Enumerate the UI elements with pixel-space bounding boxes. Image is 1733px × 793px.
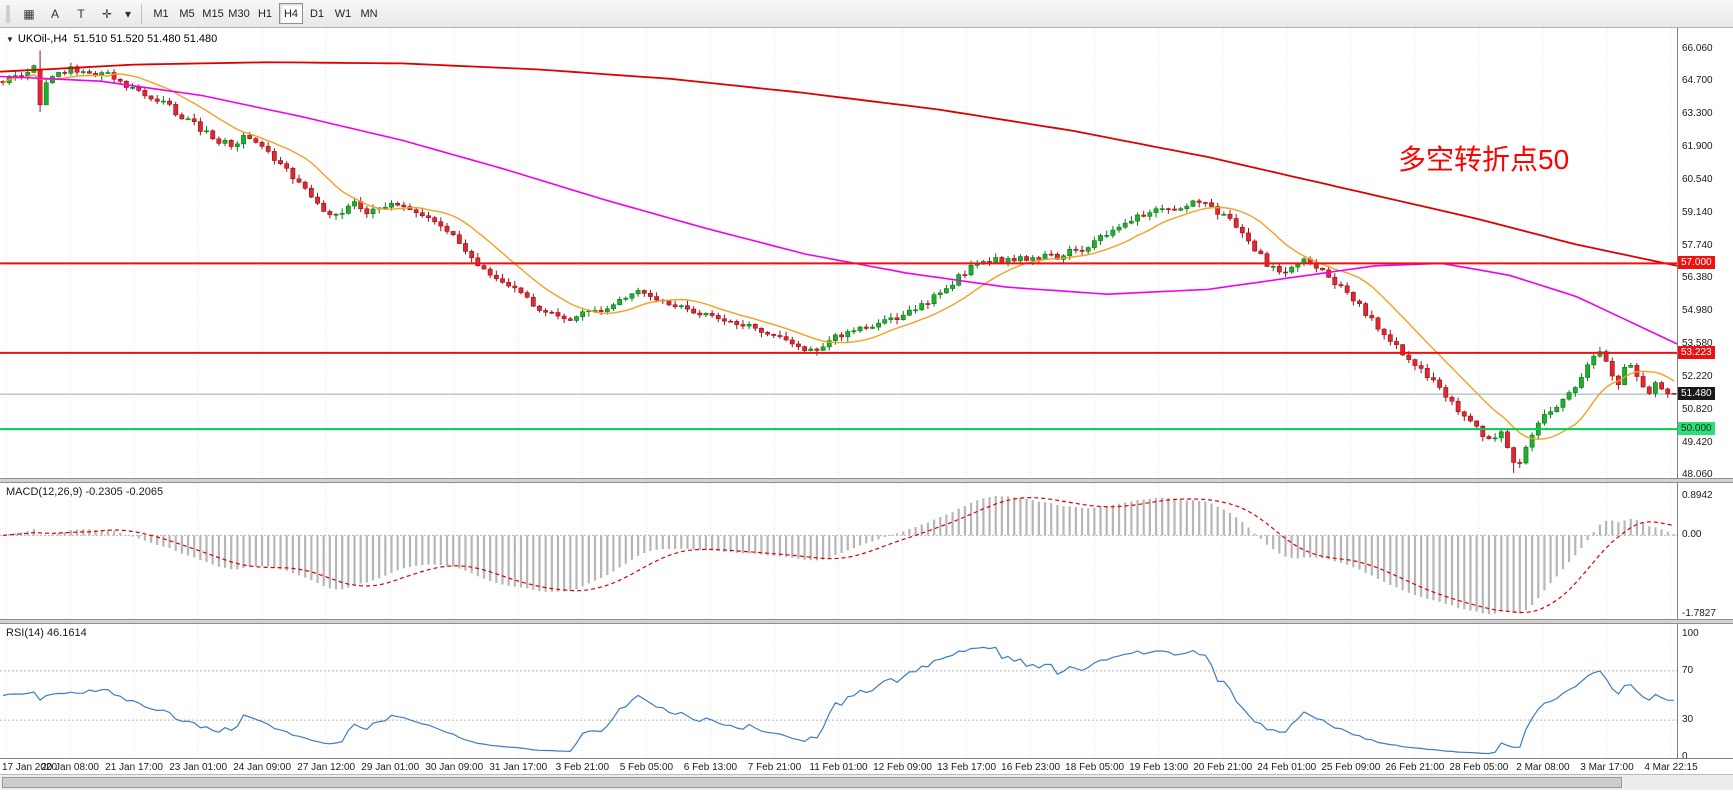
time-axis-label: 2 Mar 08:00	[1516, 762, 1570, 773]
price-axis-label: 60.540	[1682, 173, 1713, 185]
time-axis-label: 3 Feb 21:00	[555, 762, 610, 773]
text-tool-icon[interactable]: T	[77, 6, 85, 21]
timeframe-button-d1[interactable]: D1	[309, 7, 325, 20]
time-axis-label: 4 Mar 22:15	[1644, 762, 1698, 773]
price-axis-label: 63.300	[1682, 108, 1713, 120]
price-axis-label: 64.700	[1682, 75, 1713, 87]
macd-chart[interactable]	[0, 483, 1677, 619]
price-line-tag: 51.480	[1678, 387, 1715, 401]
timeframe-button-m15[interactable]: M15	[202, 7, 224, 20]
scrollbar-thumb[interactable]	[2, 777, 1622, 788]
time-axis-label: 16 Feb 23:00	[1001, 762, 1061, 773]
crosshair-tool-icon[interactable]: ✛	[101, 6, 113, 21]
chart-grid-icon[interactable]: ▦	[23, 6, 35, 21]
rsi-chart[interactable]	[0, 624, 1677, 758]
time-axis-label: 13 Feb 17:00	[937, 762, 997, 773]
price-axis-label: 66.060	[1682, 43, 1713, 54]
time-axis-label: 17 Jan 2020	[2, 762, 58, 773]
price-axis-label: 59.140	[1682, 206, 1713, 218]
macd-label: MACD(12,26,9) -0.2305 -0.2065	[6, 486, 164, 498]
rsi-axis-label: 30	[1682, 714, 1694, 726]
time-axis-label: 29 Jan 01:00	[361, 762, 420, 773]
price-axis-label: 54.980	[1682, 305, 1713, 317]
time-axis-label: 7 Feb 21:00	[747, 762, 802, 773]
timeframe-button-group: M1 M5 M15 M30 H1 H4 D1 W1 MN	[148, 3, 382, 24]
price-axis-label: 57.740	[1682, 239, 1713, 251]
timeframe-button-m1[interactable]: M1	[153, 7, 169, 20]
price-axis-label: 52.220	[1682, 370, 1713, 382]
time-axis-label: 26 Feb 21:00	[1385, 762, 1445, 773]
price-axis-label: 49.420	[1682, 436, 1713, 448]
timeframe-button-h1[interactable]: H1	[257, 7, 273, 20]
time-axis-label: 19 Feb 13:00	[1129, 762, 1189, 773]
cursor-dropdown-caret-icon[interactable]: ▾	[124, 6, 132, 21]
timeframe-button-w1[interactable]: W1	[334, 7, 352, 20]
time-axis-label: 6 Feb 13:00	[683, 762, 738, 773]
time-axis-label: 24 Feb 01:00	[1257, 762, 1317, 773]
price-axis-label: 56.380	[1682, 272, 1713, 284]
time-axis-label: 23 Jan 01:00	[169, 762, 228, 773]
toolbar-drag-handle[interactable]	[6, 4, 10, 23]
candlestick-chart[interactable]	[0, 28, 1677, 478]
main-chart-pane[interactable]	[0, 28, 1677, 478]
time-axis-label: 28 Feb 05:00	[1449, 762, 1509, 773]
macd-pane[interactable]	[0, 483, 1677, 619]
annotation-letter-icon[interactable]: A	[50, 6, 59, 21]
time-axis-label: 27 Jan 12:00	[297, 762, 356, 773]
time-axis-label: 20 Feb 21:00	[1193, 762, 1253, 773]
time-axis-label: 11 Feb 01:00	[809, 762, 868, 773]
time-axis-label: 3 Mar 17:00	[1580, 762, 1634, 773]
rsi-label: RSI(14) 46.1614	[6, 627, 87, 639]
time-axis-label: 12 Feb 09:00	[873, 762, 932, 773]
rsi-axis-label: 0	[1682, 751, 1688, 762]
macd-axis-label: 0.00	[1682, 529, 1702, 541]
toolbar-separator	[141, 3, 142, 24]
rsi-axis-label: 100	[1682, 628, 1699, 639]
timeframe-button-mn[interactable]: MN	[360, 7, 378, 20]
price-line-tag: 50.000	[1678, 422, 1715, 436]
rsi-axis-label: 70	[1682, 664, 1694, 676]
price-line-tag: 57.000	[1678, 256, 1715, 270]
timeframe-button-h4[interactable]: H4	[279, 3, 303, 24]
price-line-tag: 53.223	[1678, 345, 1715, 359]
price-axis-label: 53.580	[1682, 338, 1713, 350]
pane-splitter-1[interactable]	[0, 478, 1733, 483]
time-axis-label: 18 Feb 05:00	[1065, 762, 1125, 773]
time-axis[interactable]: 17 Jan 2020 20 Jan 08:00 21 Jan 17:00 23 Ja…	[0, 758, 1733, 774]
time-axis-label: 21 Jan 17:00	[105, 762, 163, 773]
rsi-pane[interactable]	[0, 624, 1677, 758]
toolbar: ▦ A T ✛ ▾ M1 M5 M15 M30 H1 H4 D1 W1 MN	[0, 0, 1733, 28]
price-axis-label: 61.900	[1682, 141, 1713, 153]
time-axis-label: 31 Jan 17:00	[489, 762, 548, 773]
toolbar-icon-group: ▦ A T ✛ ▾	[16, 3, 135, 24]
time-axis-label: 24 Jan 09:00	[233, 762, 292, 773]
symbol-ohlc-text: UKOil-,H4 51.510 51.520 51.480 51.480	[17, 33, 218, 45]
macd-axis-label: 0.8942	[1682, 490, 1713, 501]
timeframe-button-m5[interactable]: M5	[179, 7, 195, 20]
time-axis-label: 25 Feb 09:00	[1321, 762, 1381, 773]
time-axis-label: 20 Jan 08:00	[41, 762, 99, 773]
collapse-triangle-icon[interactable]: ▼	[6, 35, 14, 44]
pane-splitter-2[interactable]	[0, 619, 1733, 624]
time-axis-label: 30 Jan 09:00	[425, 762, 484, 773]
price-scale[interactable]	[1677, 28, 1733, 774]
price-axis-label: 48.060	[1682, 469, 1713, 480]
chart-annotation-text: 多空转折点50	[1398, 144, 1570, 175]
horizontal-scrollbar[interactable]	[0, 774, 1733, 790]
chart-ohlc-title: ▼ UKOil-,H4 51.510 51.520 51.480 51.480	[6, 33, 217, 45]
time-axis-label: 5 Feb 05:00	[619, 762, 674, 773]
timeframe-button-m30[interactable]: M30	[228, 7, 250, 20]
macd-axis-label: -1.7827	[1682, 608, 1716, 619]
price-axis-label: 50.820	[1682, 403, 1713, 415]
